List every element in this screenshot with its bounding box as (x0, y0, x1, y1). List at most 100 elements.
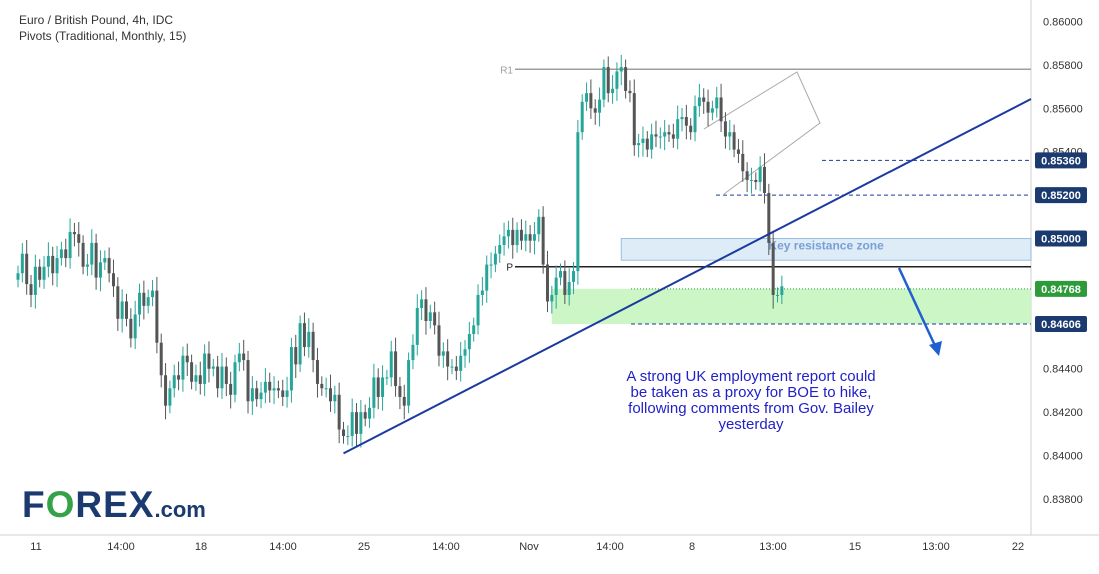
candle-body (307, 331, 311, 348)
candle-body (749, 179, 753, 181)
x-tick-label: 22 (1012, 541, 1024, 553)
candle-body (741, 153, 745, 172)
candle-body (524, 234, 528, 241)
candle-body (289, 347, 293, 391)
candle-body (77, 234, 81, 243)
price-badge (1035, 316, 1087, 333)
candle-body (559, 271, 562, 278)
logo-text-o: O (45, 484, 76, 525)
candle-body (671, 134, 675, 139)
candle-body (294, 347, 298, 365)
candle-body (776, 294, 779, 296)
candle-body (736, 149, 740, 154)
candle-body (663, 132, 667, 137)
candle-body (116, 286, 120, 319)
projection-arrowhead (929, 341, 942, 356)
candle-body (441, 351, 445, 356)
candle-body (485, 264, 489, 291)
logo-text-domain: .com (154, 497, 206, 522)
candle-body (450, 366, 454, 368)
candle-body (350, 412, 354, 437)
candle-body (454, 366, 458, 371)
candle-body (506, 229, 510, 237)
x-tick-label: 14:00 (432, 541, 460, 553)
candle-body (576, 132, 580, 272)
price-badge-label: 0.84606 (1041, 319, 1081, 331)
pivot-label-r1: R1 (500, 65, 513, 76)
candle-body (342, 429, 345, 437)
x-tick-label: 13:00 (759, 541, 787, 553)
candle-body (151, 290, 155, 298)
x-tick-label: 18 (195, 541, 207, 553)
price-badge (1035, 152, 1087, 169)
candle-body (368, 407, 372, 419)
price-badge (1035, 230, 1087, 247)
candle-body (302, 323, 306, 348)
candle-body (398, 386, 402, 397)
candle-body (459, 355, 463, 371)
candle-body (641, 138, 645, 144)
candle-body (346, 436, 350, 438)
candle-body (29, 284, 33, 295)
candle-body (515, 229, 519, 246)
candle-body (585, 93, 589, 102)
candle-body (463, 349, 467, 356)
candle-body (190, 362, 194, 382)
x-tick-label: 14:00 (107, 541, 135, 553)
candle-body (281, 390, 285, 397)
y-tick-label: 0.84200 (1043, 407, 1083, 419)
candle-body (541, 216, 545, 265)
candle-body (42, 266, 46, 280)
candle-body (637, 143, 641, 146)
candle-body (433, 312, 437, 326)
annotation-line: yesterday (718, 416, 784, 433)
candle-body (177, 375, 181, 380)
candle-body (16, 273, 20, 280)
indicator-label: Pivots (Traditional, Monthly, 15) (19, 29, 187, 43)
candle-body (771, 242, 775, 295)
candle-body (320, 383, 324, 389)
candle-body (598, 99, 602, 113)
candle-body (402, 396, 406, 406)
candle-body (381, 377, 385, 397)
candle-body (120, 301, 124, 319)
x-tick-label: 14:00 (269, 541, 297, 553)
candle-body (20, 253, 24, 274)
candle-body (72, 232, 76, 235)
candle-body (619, 67, 623, 72)
candle-body (654, 134, 658, 137)
x-tick-label: Nov (519, 541, 539, 553)
y-tick-label: 0.86000 (1043, 17, 1083, 29)
candle-body (589, 93, 593, 109)
candle-body (415, 307, 419, 345)
candle-body (394, 351, 398, 387)
candle-body (502, 236, 506, 246)
candle-body (359, 412, 363, 434)
y-tick-label: 0.84000 (1043, 451, 1083, 463)
price-badge-label: 0.85200 (1041, 190, 1081, 202)
candle-body (537, 216, 541, 235)
candle-body (164, 375, 168, 406)
candle-body (315, 360, 319, 384)
candle-body (138, 292, 142, 315)
x-tick-label: 13:00 (922, 541, 950, 553)
candle-body (385, 377, 389, 379)
candle-body (142, 292, 146, 306)
candle-body (676, 119, 680, 139)
price-badge-label: 0.85360 (1041, 155, 1081, 167)
candle-body (268, 381, 272, 391)
candle-body (758, 166, 762, 183)
candle-body (489, 264, 493, 266)
candle-body (172, 375, 176, 389)
x-tick-label: 11 (30, 541, 41, 553)
candle-body (706, 101, 710, 113)
candle-body (476, 294, 480, 326)
candle-body (276, 388, 280, 391)
candle-body (298, 323, 302, 365)
x-tick-label: 15 (849, 541, 861, 553)
candle-body (389, 351, 393, 378)
resistance-zone-label: Key resistance zone (768, 239, 884, 253)
candle-body (498, 245, 502, 254)
candle-body (133, 314, 137, 339)
